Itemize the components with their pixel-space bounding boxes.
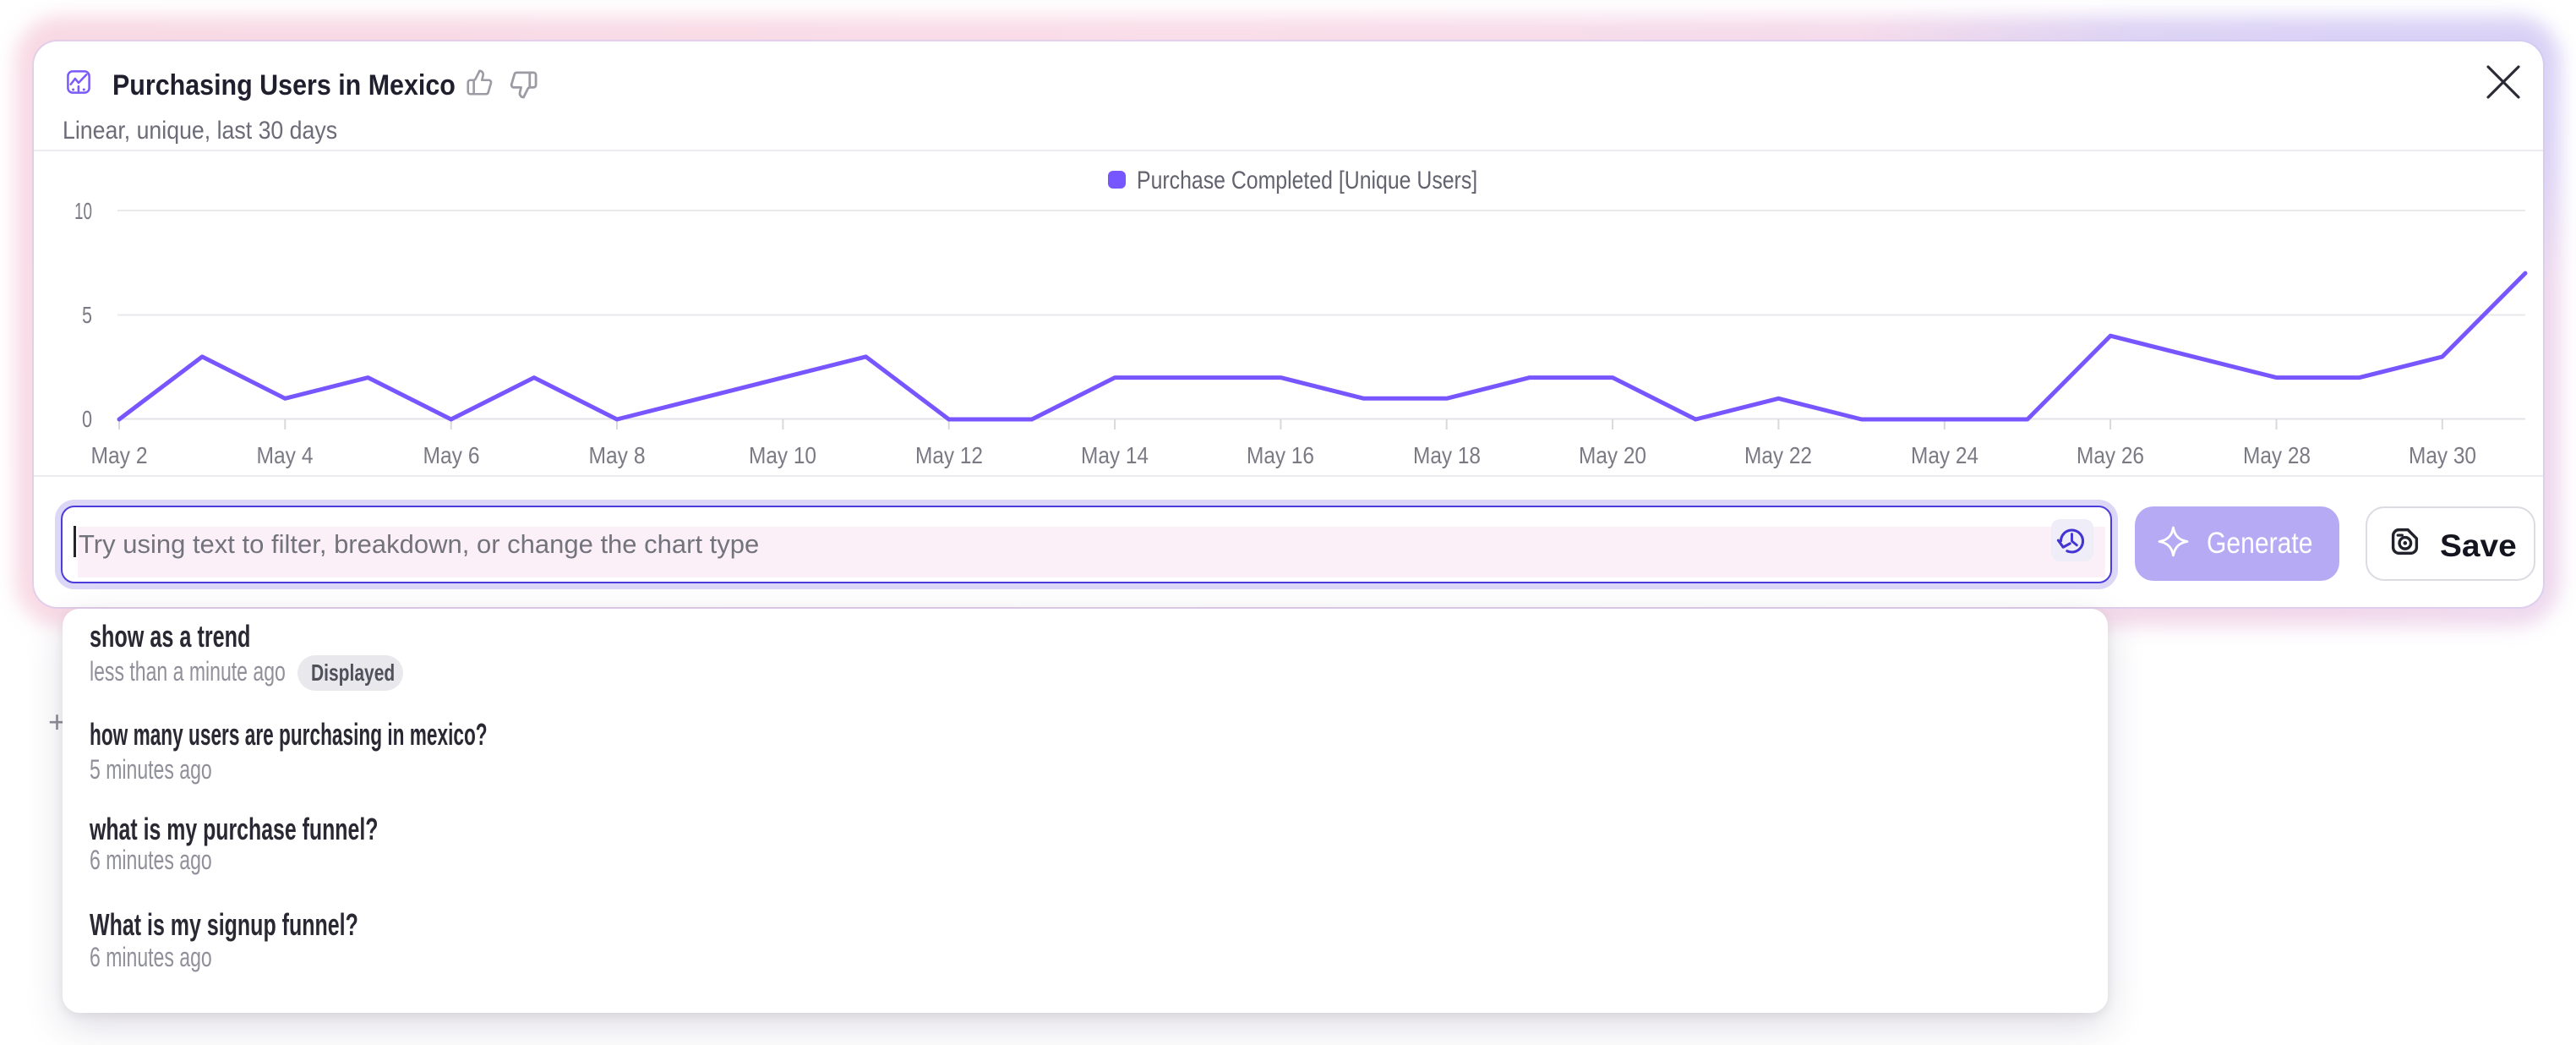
svg-text:May 16: May 16 — [1247, 442, 1314, 468]
svg-text:May 20: May 20 — [1579, 442, 1646, 468]
svg-text:10: 10 — [74, 198, 92, 224]
svg-text:May 14: May 14 — [1081, 442, 1149, 468]
svg-text:May 8: May 8 — [589, 442, 646, 468]
svg-text:May 24: May 24 — [1911, 442, 1978, 468]
svg-text:May 28: May 28 — [2243, 442, 2311, 468]
svg-text:May 10: May 10 — [749, 442, 816, 468]
svg-text:May 26: May 26 — [2077, 442, 2144, 468]
svg-text:May 22: May 22 — [1744, 442, 1812, 468]
svg-text:May 30: May 30 — [2409, 442, 2476, 468]
svg-text:May 2: May 2 — [91, 442, 148, 468]
svg-text:May 18: May 18 — [1413, 442, 1481, 468]
svg-text:5: 5 — [82, 302, 92, 328]
svg-text:May 4: May 4 — [257, 442, 314, 468]
svg-text:May 12: May 12 — [915, 442, 983, 468]
svg-text:0: 0 — [82, 406, 92, 432]
svg-text:May 6: May 6 — [423, 442, 480, 468]
